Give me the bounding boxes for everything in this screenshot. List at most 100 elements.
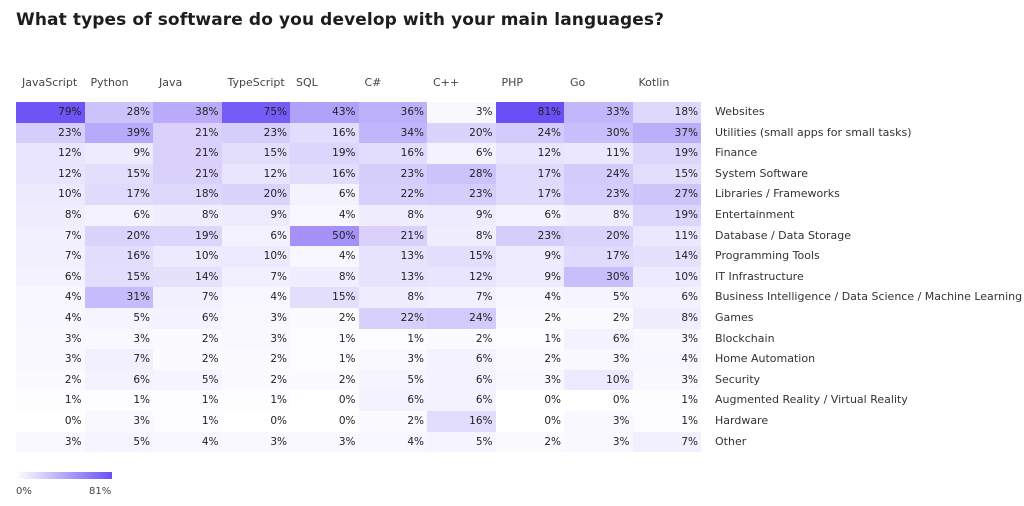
heatmap-cell: 24% — [495, 122, 564, 144]
heatmap-cell: 8% — [564, 205, 633, 226]
heatmap-cell: 7% — [16, 246, 85, 267]
heatmap-cell: 20% — [564, 225, 633, 247]
heatmap-cell: 5% — [84, 431, 153, 453]
heatmap-cell: 6% — [358, 390, 427, 411]
heatmap-cell: 21% — [153, 122, 222, 144]
heatmap-cell: 6% — [632, 287, 701, 308]
heatmap-cell: 0% — [221, 411, 290, 432]
heatmap-cell: 1% — [290, 328, 359, 350]
heatmap-cell: 18% — [632, 102, 701, 123]
heatmap-cell: 23% — [221, 122, 290, 144]
heatmap-cell: 23% — [495, 225, 564, 247]
heatmap-cell: 2% — [221, 369, 290, 391]
heatmap-cell: 21% — [153, 143, 222, 164]
heatmap-cell: 9% — [495, 266, 564, 288]
heatmap-cell: 17% — [84, 184, 153, 205]
heatmap-cell: 43% — [290, 102, 359, 123]
heatmap-cell: 2% — [495, 431, 564, 453]
heatmap-cell: 16% — [290, 163, 359, 185]
heatmap-cell: 39% — [84, 122, 153, 144]
row-label: IT Infrastructure — [715, 269, 804, 283]
heatmap-cell: 22% — [358, 184, 427, 205]
heatmap: JavaScript Python Java TypeScript SQL C# C++ PH… — [16, 72, 1022, 453]
heatmap-cell: 6% — [495, 205, 564, 226]
heatmap-cell: 4% — [221, 287, 290, 308]
heatmap-cell: 6% — [16, 266, 85, 288]
column-header: Java — [159, 76, 183, 89]
heatmap-cell: 16% — [290, 122, 359, 144]
heatmap-cell: 5% — [427, 431, 496, 453]
heatmap-cell: 15% — [290, 287, 359, 308]
heatmap-cell: 2% — [153, 349, 222, 370]
heatmap-cell: 24% — [427, 308, 496, 329]
heatmap-cell: 2% — [427, 328, 496, 350]
heatmap-cell: 4% — [290, 205, 359, 226]
heatmap-cell: 6% — [84, 205, 153, 226]
heatmap-cell: 11% — [564, 143, 633, 164]
heatmap-cell: 2% — [153, 328, 222, 350]
heatmap-cell: 3% — [564, 411, 633, 432]
heatmap-cell: 2% — [16, 369, 85, 391]
heatmap-cell: 9% — [84, 143, 153, 164]
heatmap-cell: 10% — [153, 246, 222, 267]
heatmap-cell: 30% — [564, 266, 633, 288]
heatmap-cell: 6% — [564, 328, 633, 350]
heatmap-cell: 5% — [358, 369, 427, 391]
column-header: SQL — [296, 76, 318, 89]
row-label: Blockchain — [715, 331, 775, 345]
heatmap-cell: 5% — [564, 287, 633, 308]
heatmap-cell: 23% — [427, 184, 496, 205]
heatmap-cell: 8% — [427, 225, 496, 247]
heatmap-cell: 1% — [221, 390, 290, 411]
heatmap-cell: 6% — [290, 184, 359, 205]
heatmap-cell: 20% — [221, 184, 290, 205]
heatmap-cell: 5% — [84, 308, 153, 329]
row-label: Games — [715, 311, 754, 324]
row-label: Finance — [715, 146, 758, 160]
heatmap-cell: 10% — [564, 369, 633, 391]
heatmap-cell: 11% — [632, 225, 701, 247]
heatmap-cell: 13% — [358, 266, 427, 288]
heatmap-cell: 6% — [427, 369, 496, 391]
heatmap-cell: 27% — [632, 184, 701, 205]
heatmap-cell: 5% — [153, 369, 222, 391]
heatmap-cell: 20% — [84, 225, 153, 247]
color-legend: 0% 81% — [16, 472, 136, 502]
heatmap-cell: 12% — [16, 163, 85, 185]
heatmap-cell: 16% — [84, 246, 153, 267]
heatmap-cell: 2% — [495, 349, 564, 370]
heatmap-cell: 30% — [564, 122, 633, 144]
heatmap-cell: 1% — [290, 349, 359, 370]
heatmap-cell: 3% — [84, 411, 153, 432]
heatmap-cell: 12% — [495, 143, 564, 164]
heatmap-cell: 12% — [16, 143, 85, 164]
heatmap-cell: 1% — [153, 390, 222, 411]
heatmap-cell: 23% — [358, 163, 427, 185]
row-label: Business Intelligence / Data Science / M… — [715, 290, 1023, 304]
heatmap-cell: 6% — [427, 349, 496, 370]
row-label: System Software — [715, 166, 809, 180]
row-label: Websites — [715, 105, 765, 118]
heatmap-cell: 3% — [495, 369, 564, 391]
heatmap-cell: 2% — [221, 349, 290, 370]
row-label: Programming Tools — [715, 249, 820, 263]
heatmap-cell: 3% — [427, 102, 496, 123]
heatmap-cell: 17% — [564, 246, 633, 267]
heatmap-cell: 4% — [632, 349, 701, 370]
heatmap-cell: 4% — [16, 308, 85, 329]
legend-gradient-bar — [16, 472, 112, 479]
heatmap-cell: 3% — [16, 349, 85, 370]
heatmap-cell: 50% — [290, 225, 359, 247]
heatmap-cell: 14% — [632, 246, 701, 267]
heatmap-cell: 28% — [427, 163, 496, 185]
row-label: Security — [715, 372, 761, 386]
heatmap-cell: 1% — [153, 411, 222, 432]
heatmap-cell: 20% — [427, 122, 496, 144]
heatmap-cell: 9% — [495, 246, 564, 267]
heatmap-cell: 3% — [564, 431, 633, 453]
heatmap-cell: 7% — [221, 266, 290, 288]
heatmap-cell: 8% — [16, 205, 85, 226]
heatmap-cell: 0% — [16, 411, 85, 432]
heatmap-cell: 24% — [564, 163, 633, 185]
heatmap-cell: 3% — [16, 431, 85, 453]
